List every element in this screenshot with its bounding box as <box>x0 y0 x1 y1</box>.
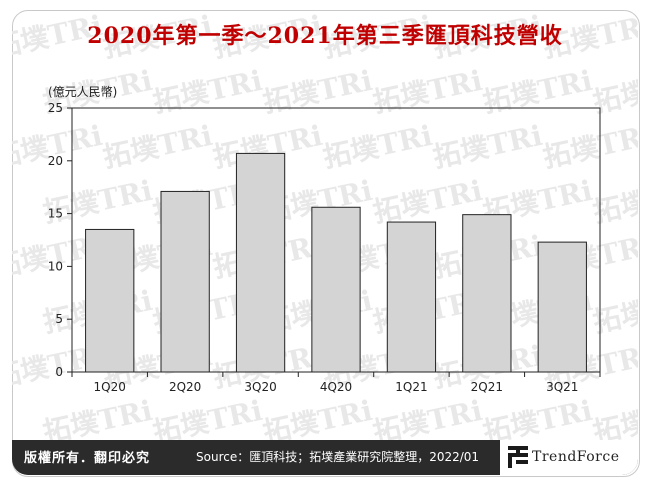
x-tick-label: 2Q20 <box>169 380 201 394</box>
bar <box>537 241 587 373</box>
y-tick-label: 10 <box>48 259 63 273</box>
x-tick-label: 1Q21 <box>395 380 427 394</box>
bar <box>311 206 361 373</box>
x-tick-label: 3Q20 <box>244 380 276 394</box>
bar <box>235 152 286 373</box>
bar <box>160 190 210 373</box>
y-tick-label: 25 <box>48 101 63 115</box>
source-text: Source：匯頂科技；拓墣產業研究院整理，2022/01 <box>196 450 480 464</box>
copyright-text: 版權所有．翻印必究 <box>24 451 151 466</box>
y-tick-label: 0 <box>55 365 63 379</box>
x-tick-label: 2Q21 <box>471 380 503 394</box>
bar <box>85 228 135 373</box>
x-tick-label: 1Q20 <box>94 380 126 394</box>
bar <box>386 221 437 373</box>
x-tick-label: 4Q20 <box>320 380 352 394</box>
trendforce-logo-icon <box>508 446 528 468</box>
x-tick-label: 3Q21 <box>546 380 578 394</box>
y-axis-label: (億元人民幣) <box>48 85 117 99</box>
bar <box>462 214 512 373</box>
y-tick-label: 5 <box>55 312 63 326</box>
brand-box: TrendForce <box>500 440 638 475</box>
y-tick-label: 20 <box>48 154 63 168</box>
bar-chart: 0 5 10 15 20 25 (億元人民幣) 1Q20 2Q20 3Q20 4Q20 1Q21 2Q2… <box>48 85 601 394</box>
chart-title: 2020年第一季～2021年第三季匯頂科技營收 <box>87 23 563 49</box>
brand-name: TrendForce <box>532 449 620 465</box>
y-tick-label: 15 <box>48 207 63 221</box>
